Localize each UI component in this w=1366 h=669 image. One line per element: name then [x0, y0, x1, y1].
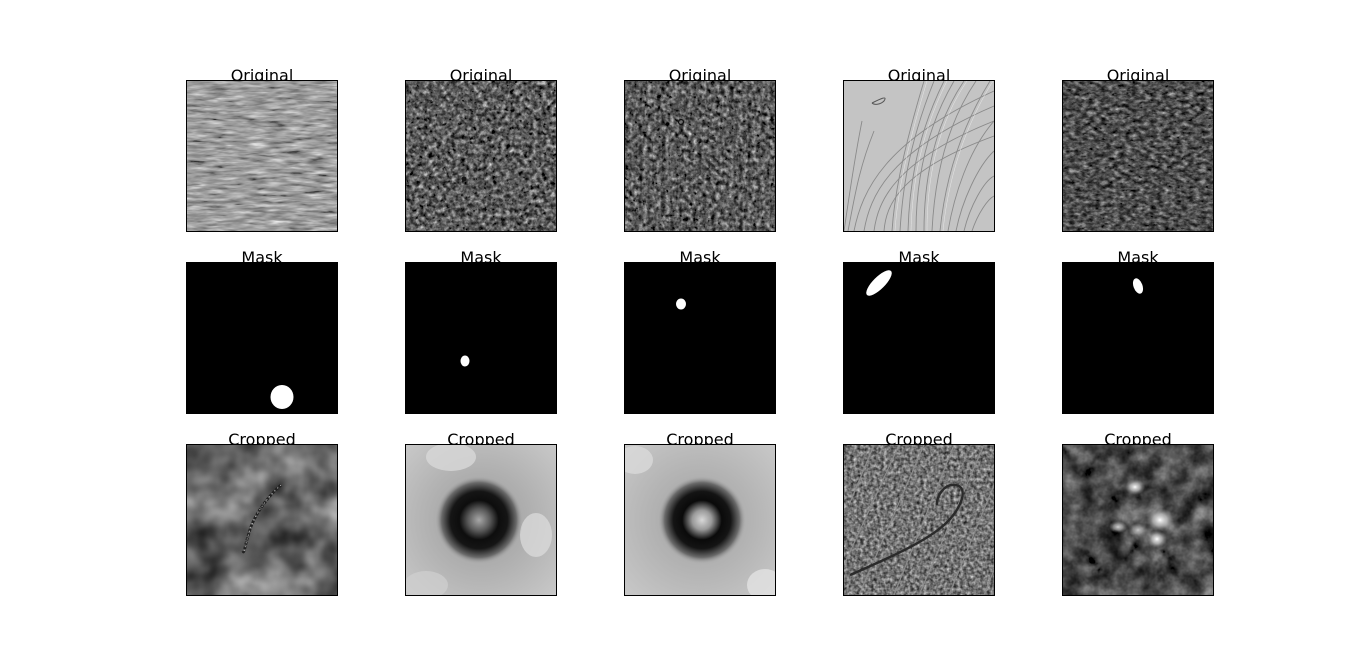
original-image [1063, 81, 1213, 231]
original-image-panel [624, 80, 776, 232]
original-image-panel [1062, 80, 1214, 232]
original-image [625, 81, 775, 231]
original-image [406, 81, 556, 231]
cropped-image [844, 445, 994, 595]
grid-cell: Cropped [186, 430, 338, 596]
cropped-image [1063, 445, 1213, 595]
grid-cell: Mask [1062, 248, 1214, 414]
mask-image-panel [405, 262, 557, 414]
mask-image [1063, 263, 1213, 413]
grid-cell: Cropped [624, 430, 776, 596]
original-image [187, 81, 337, 231]
mask-image [187, 263, 337, 413]
original-image [844, 81, 994, 231]
mask-image [406, 263, 556, 413]
grid-cell: Original [405, 66, 557, 232]
original-image-panel [843, 80, 995, 232]
mask-image-panel [186, 262, 338, 414]
original-image-panel [405, 80, 557, 232]
cropped-image-panel [405, 444, 557, 596]
cropped-image-panel [843, 444, 995, 596]
grid-cell: Mask [186, 248, 338, 414]
grid-cell: Cropped [405, 430, 557, 596]
grid-cell: Mask [405, 248, 557, 414]
grid-cell: Original [624, 66, 776, 232]
grid-cell: Original [843, 66, 995, 232]
cropped-image-panel [624, 444, 776, 596]
mask-image-panel [1062, 262, 1214, 414]
grid-cell: Original [1062, 66, 1214, 232]
cropped-image [406, 445, 556, 595]
original-image-panel [186, 80, 338, 232]
grid-cell: Mask [843, 248, 995, 414]
cropped-image-panel [1062, 444, 1214, 596]
mask-image-panel [843, 262, 995, 414]
mask-image [844, 263, 994, 413]
grid-cell: Cropped [1062, 430, 1214, 596]
cropped-image [187, 445, 337, 595]
cropped-image-panel [186, 444, 338, 596]
mask-image-panel [624, 262, 776, 414]
grid-cell: Mask [624, 248, 776, 414]
grid-cell: Cropped [843, 430, 995, 596]
cropped-image [625, 445, 775, 595]
grid-cell: Original [186, 66, 338, 232]
mask-image [625, 263, 775, 413]
